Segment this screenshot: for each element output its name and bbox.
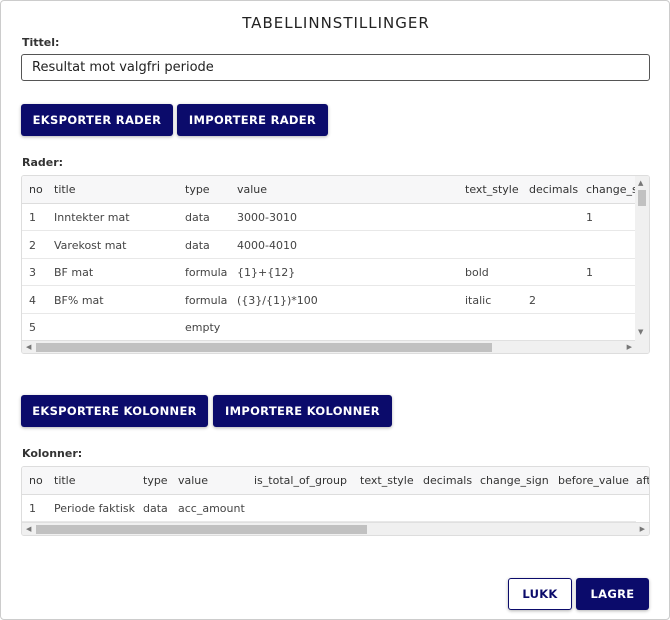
columns-grid: no title type value is_total_of_group text_st…: [21, 466, 650, 536]
table-cell: 1: [29, 211, 36, 224]
table-row[interactable]: 1 Periode faktisk data acc_amount: [22, 495, 636, 522]
table-cell: {1}+{12}: [237, 266, 296, 279]
horizontal-scrollbar[interactable]: ◀ ▶: [22, 522, 649, 535]
table-cell: formula: [185, 293, 228, 307]
title-label: Tittel:: [22, 36, 60, 49]
column-header[interactable]: change_sign: [480, 474, 549, 487]
table-row[interactable]: 2 Varekost mat data 4000-4010: [22, 232, 636, 259]
export-rows-button[interactable]: EKSPORTER RADER: [21, 104, 173, 136]
scrollbar-thumb[interactable]: [36, 343, 492, 352]
table-cell: 3: [29, 266, 36, 279]
columns-label: Kolonner:: [22, 447, 83, 460]
table-cell: data: [185, 211, 210, 224]
table-cell: 3000-3010: [237, 211, 297, 224]
column-header[interactable]: type: [185, 183, 210, 196]
table-cell: 1: [586, 266, 593, 279]
table-cell: empty: [185, 321, 221, 334]
table-cell: italic: [465, 293, 492, 307]
table-row[interactable]: 4 BF% mat formula ({3}/{1})*100 italic 2: [22, 287, 636, 314]
table-row[interactable]: 1 Inntekter mat data 3000-3010 1: [22, 204, 636, 231]
import-columns-button[interactable]: IMPORTERE KOLONNER: [213, 395, 392, 427]
table-cell: 5: [29, 321, 36, 334]
import-rows-button[interactable]: IMPORTERE RADER: [177, 104, 328, 136]
column-header[interactable]: decimals: [529, 183, 579, 196]
column-header[interactable]: no: [29, 474, 43, 487]
column-header[interactable]: value: [178, 474, 209, 487]
scroll-left-icon[interactable]: ◀: [26, 343, 32, 351]
save-button[interactable]: LAGRE: [576, 578, 649, 610]
scrollbar-thumb[interactable]: [638, 190, 646, 206]
table-cell: 2: [29, 238, 36, 252]
scrollbar-thumb[interactable]: [36, 525, 367, 534]
column-header[interactable]: title: [54, 474, 76, 487]
rows-label: Rader:: [22, 156, 64, 169]
horizontal-scrollbar[interactable]: ◀ ▶: [22, 340, 636, 353]
table-cell: data: [185, 238, 210, 252]
scroll-right-icon[interactable]: ▶: [639, 525, 645, 533]
table-cell: formula: [185, 266, 228, 279]
column-header[interactable]: before_value: [558, 474, 629, 487]
table-cell: Periode faktisk: [54, 502, 136, 515]
column-header[interactable]: text_style: [465, 183, 519, 196]
table-row[interactable]: 5 empty: [22, 314, 636, 341]
grid-header: no title type value is_total_of_group text_st…: [22, 467, 649, 495]
title-input[interactable]: Resultat mot valgfri periode: [21, 54, 650, 81]
table-cell: acc_amount: [178, 502, 245, 515]
table-cell: 2: [529, 293, 536, 307]
table-cell: 1: [586, 211, 593, 224]
column-header[interactable]: value: [237, 183, 268, 196]
column-header[interactable]: aft: [636, 474, 650, 487]
scroll-right-icon[interactable]: ▶: [626, 343, 632, 351]
column-header[interactable]: is_total_of_group: [254, 474, 347, 487]
rows-grid: no title type value text_style decimals change…: [21, 175, 650, 354]
table-cell: bold: [465, 266, 489, 279]
table-cell: BF% mat: [54, 293, 104, 307]
vertical-scrollbar[interactable]: ▲ ▼: [635, 176, 649, 353]
column-header[interactable]: type: [143, 474, 168, 487]
scroll-left-icon[interactable]: ◀: [26, 525, 32, 533]
table-cell: 4: [29, 293, 36, 307]
table-cell: Inntekter mat: [54, 211, 130, 224]
table-row[interactable]: 3 BF mat formula {1}+{12} bold 1: [22, 259, 636, 286]
column-header[interactable]: decimals: [423, 474, 473, 487]
table-cell: BF mat: [54, 266, 94, 279]
table-cell: 1: [29, 502, 36, 515]
column-header[interactable]: title: [54, 183, 76, 196]
column-header[interactable]: change_s: [586, 183, 638, 196]
close-button[interactable]: LUKK: [508, 578, 572, 610]
dialog-title: TABELLINNSTILLINGER: [242, 14, 430, 32]
grid-header: no title type value text_style decimals change…: [22, 176, 649, 204]
table-cell: data: [143, 502, 168, 515]
export-columns-button[interactable]: EKSPORTERE KOLONNER: [21, 395, 208, 427]
table-cell: 4000-4010: [237, 238, 297, 252]
column-header[interactable]: no: [29, 183, 43, 196]
scroll-up-icon[interactable]: ▲: [638, 179, 644, 187]
table-cell: Varekost mat: [54, 238, 127, 252]
column-header[interactable]: text_style: [360, 474, 414, 487]
scroll-down-icon[interactable]: ▼: [638, 328, 644, 336]
table-cell: ({3}/{1})*100: [237, 293, 318, 307]
